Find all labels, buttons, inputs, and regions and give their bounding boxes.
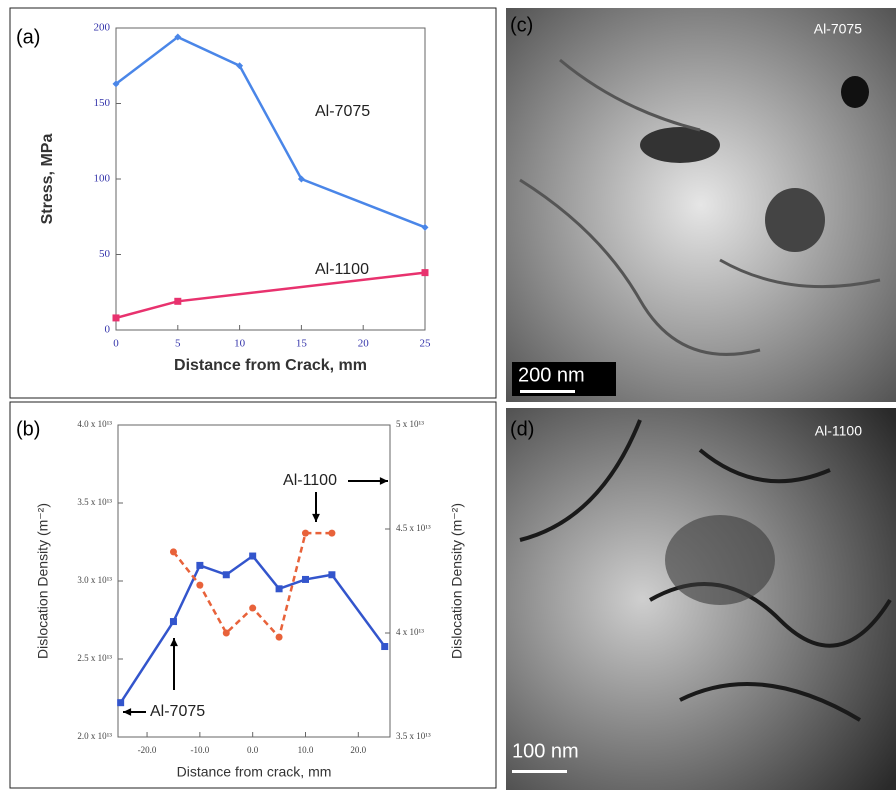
arrow-head (380, 477, 388, 485)
y2-tick-label: 4 x 10¹³ (396, 627, 424, 637)
y-tick-label: 2.5 x 10¹³ (77, 653, 112, 663)
plot-area (116, 28, 425, 330)
series-label: Al-7075 (315, 103, 370, 120)
annotation: Al-7075 (150, 703, 205, 720)
x-tick-label: 25 (420, 338, 432, 350)
plot-area (118, 425, 390, 737)
marker (381, 643, 388, 650)
panel-label: (d) (510, 418, 534, 440)
x-tick-label: -10.0 (190, 745, 209, 755)
page: {"chart_data": [ {"type": "line", "label… (0, 0, 896, 790)
marker (328, 571, 335, 578)
series-line (121, 556, 385, 703)
series-line (116, 37, 425, 227)
scale-bar-label: 100 nm (512, 740, 579, 762)
panel-label: (a) (16, 26, 40, 48)
marker (223, 630, 230, 637)
arrow-head (170, 638, 178, 646)
panel-label: (c) (510, 14, 533, 36)
y-axis-label: Stress, MPa (39, 134, 56, 225)
marker (302, 576, 309, 583)
y-axis-label: Dislocation Density (m⁻²) (35, 503, 51, 659)
marker (422, 224, 429, 231)
panel-label: (b) (16, 418, 40, 440)
micrograph (506, 408, 896, 790)
x-tick-label: 5 (175, 338, 181, 350)
x-axis-label: Distance from Crack, mm (174, 357, 367, 374)
marker (249, 553, 256, 560)
arrow-head (312, 514, 320, 522)
series-label: Al-1100 (315, 261, 369, 278)
y-tick-label: 3.0 x 10¹³ (77, 575, 112, 585)
x-tick-label: 0.0 (247, 745, 259, 755)
marker (174, 298, 181, 305)
x-tick-label: 10.0 (298, 745, 314, 755)
marker (223, 571, 230, 578)
marker (113, 314, 120, 321)
x-tick-label: 0 (113, 338, 119, 350)
y-tick-label: 0 (105, 324, 111, 336)
marker (170, 548, 177, 555)
y2-axis-label: Dislocation Density (m⁻²) (449, 503, 465, 659)
y-tick-label: 200 (94, 22, 111, 34)
y-tick-label: 150 (94, 97, 111, 109)
x-tick-label: 20 (358, 338, 370, 350)
scale-bar-label: 200 nm (518, 364, 585, 386)
marker (422, 269, 429, 276)
y-tick-label: 100 (94, 173, 111, 185)
image-caption: Al-7075 (814, 21, 862, 37)
marker (170, 618, 177, 625)
y-tick-label: 50 (99, 248, 111, 260)
y-tick-label: 2.0 x 10¹³ (77, 731, 112, 741)
micrograph (506, 8, 896, 402)
series-line (116, 273, 425, 318)
arrow-head (123, 708, 131, 716)
marker (196, 582, 203, 589)
y2-tick-label: 4.5 x 10¹³ (396, 523, 431, 533)
image-caption: Al-1100 (815, 423, 862, 439)
marker (328, 530, 335, 537)
y-tick-label: 3.5 x 10¹³ (77, 497, 112, 507)
marker (117, 699, 124, 706)
y2-tick-label: 3.5 x 10¹³ (396, 731, 431, 741)
x-tick-label: 15 (296, 338, 308, 350)
marker (276, 585, 283, 592)
annotation: Al-1100 (283, 472, 337, 489)
figure: (a) (b) (c) Al-7075 200 nm (d) Al-1100 1… (0, 0, 896, 790)
marker (249, 605, 256, 612)
x-tick-label: -20.0 (138, 745, 157, 755)
x-tick-label: 10 (234, 338, 246, 350)
marker (302, 530, 309, 537)
x-tick-label: 20.0 (350, 745, 366, 755)
marker (276, 634, 283, 641)
y2-tick-label: 5 x 10¹³ (396, 419, 424, 429)
x-axis-label: Distance from crack, mm (177, 764, 332, 780)
y-tick-label: 4.0 x 10¹³ (77, 419, 112, 429)
marker (196, 562, 203, 569)
